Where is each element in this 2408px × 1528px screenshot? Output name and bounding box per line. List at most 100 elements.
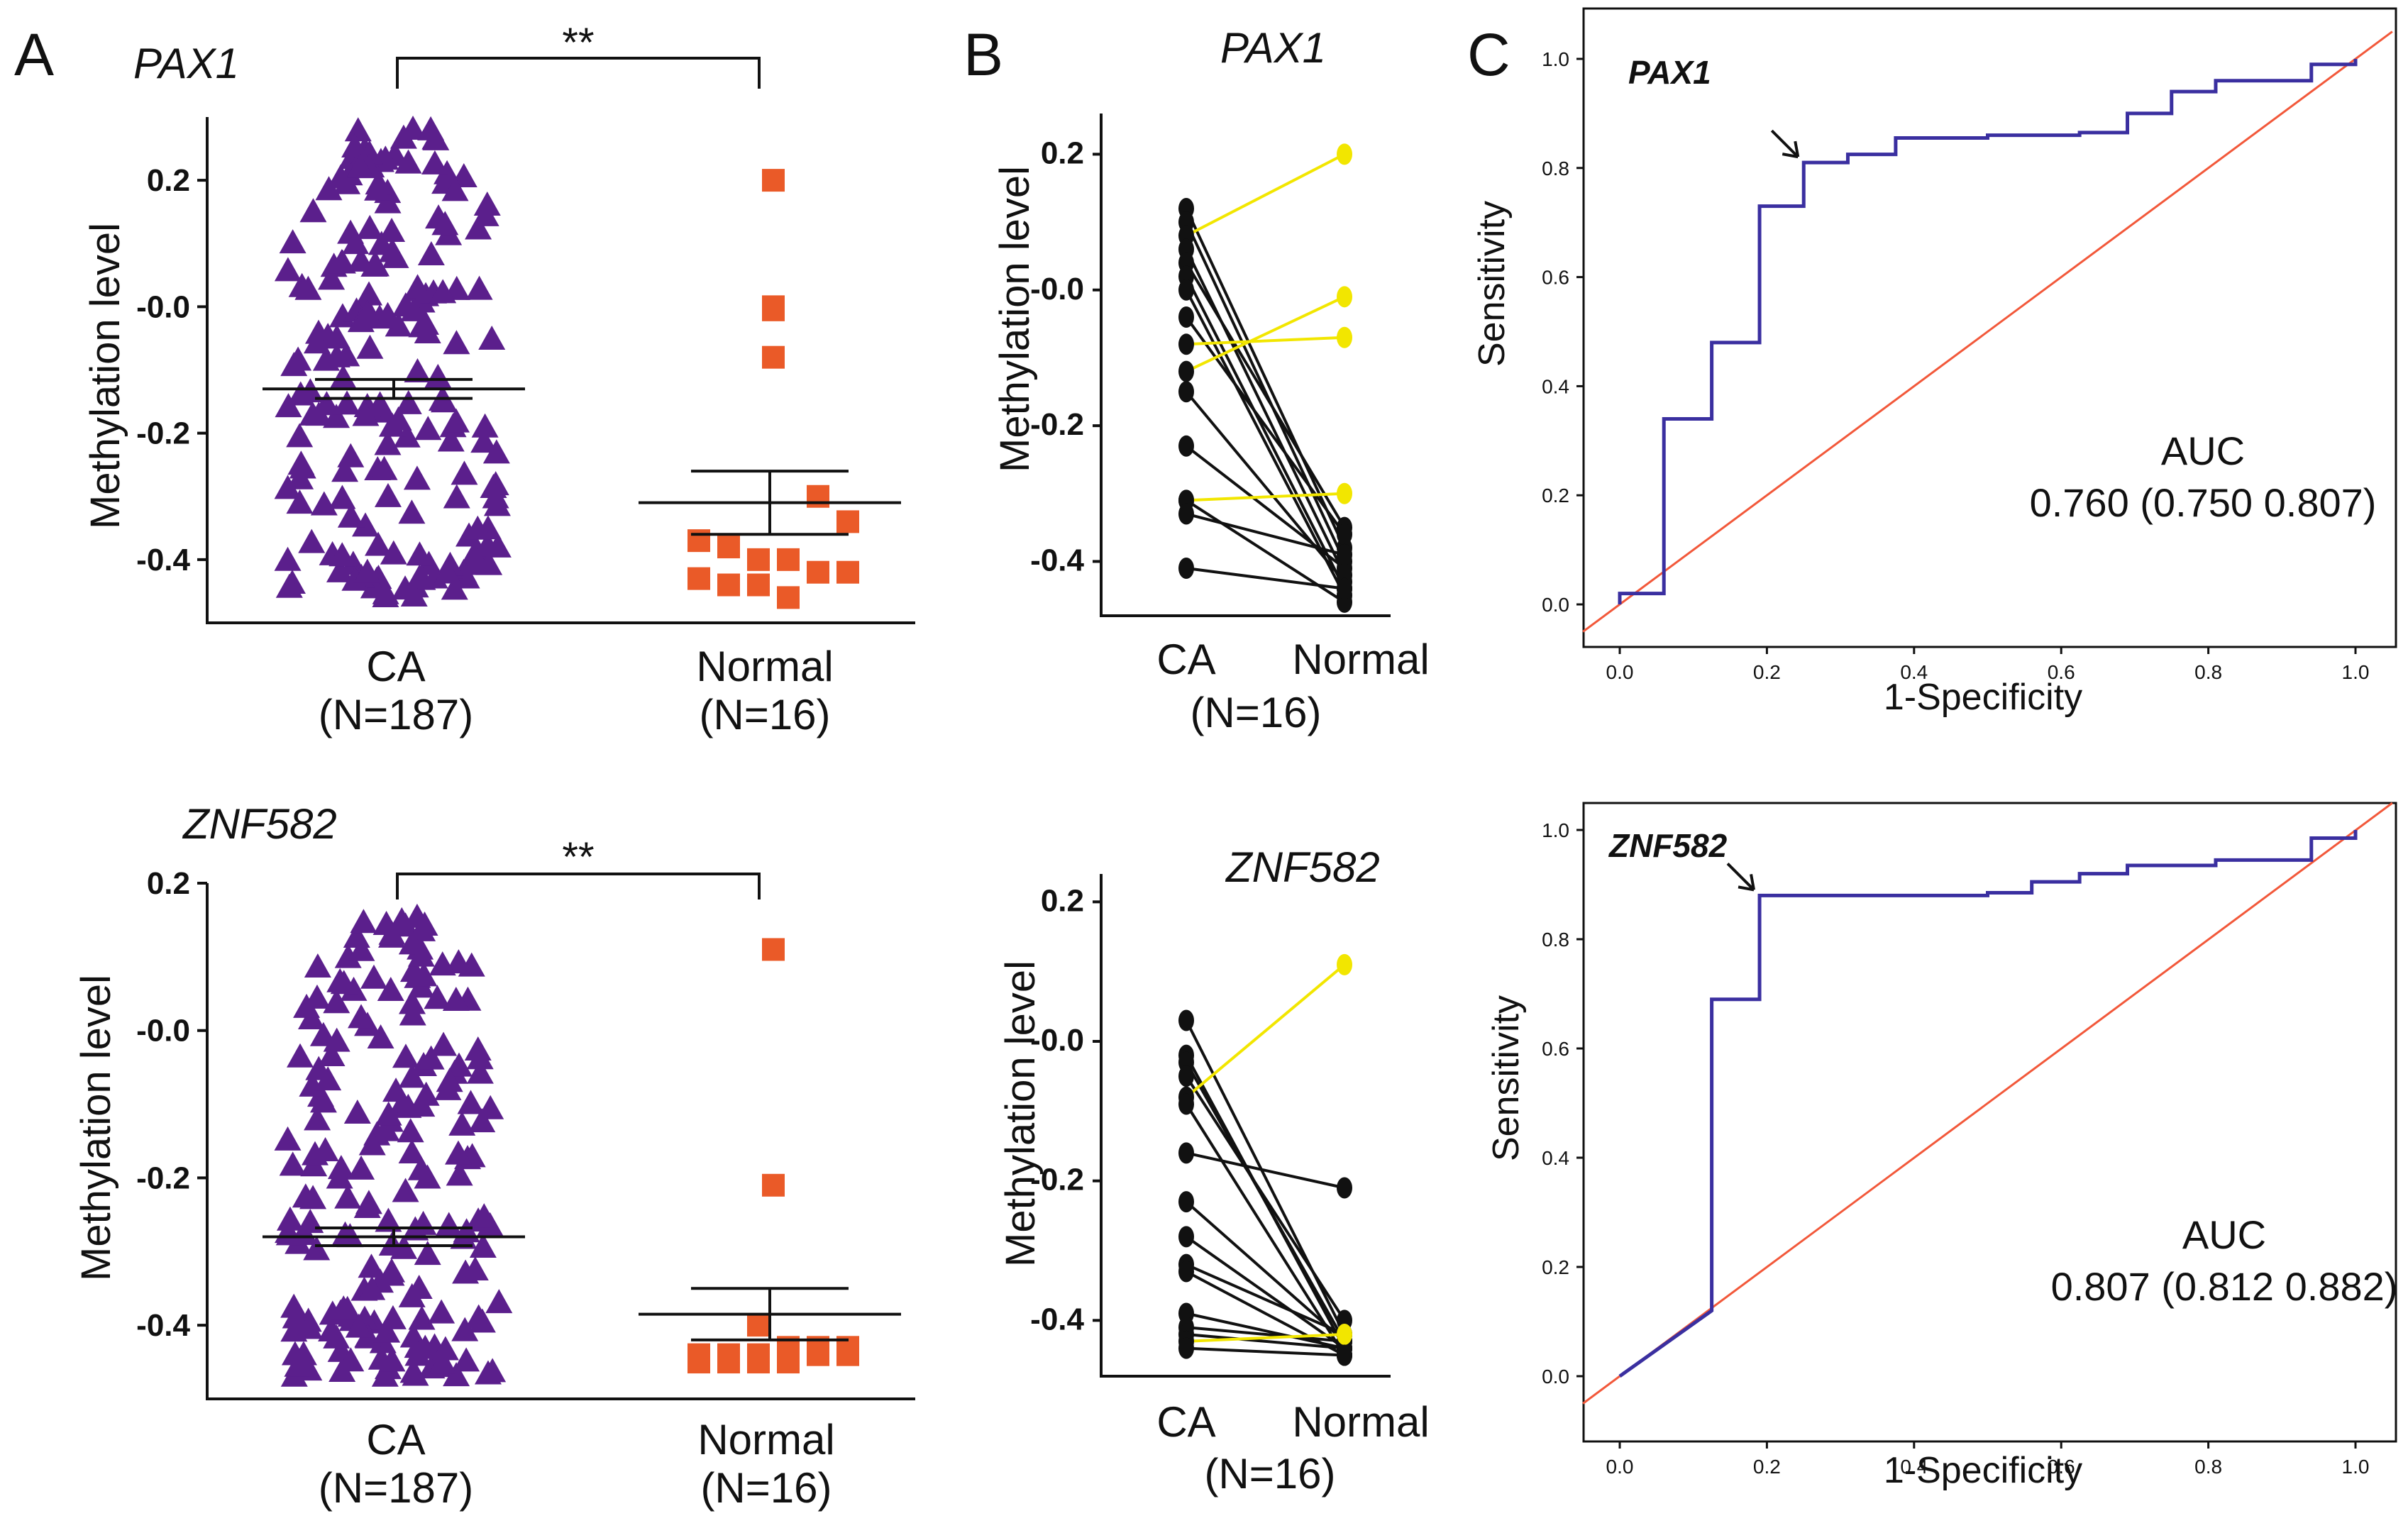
normal-point — [687, 1351, 710, 1374]
x-tick-label: 0.6 — [2048, 1456, 2075, 1478]
ca-point — [466, 1045, 494, 1070]
auc-label: AUC — [2182, 1212, 2266, 1257]
category-label-ca: CA — [366, 1416, 425, 1463]
category-label-normal: Normal — [1292, 636, 1429, 683]
ca-point — [436, 1068, 463, 1092]
y-tick-label: 0.4 — [1542, 1147, 1569, 1169]
ca-point — [382, 243, 409, 268]
ca-point — [287, 381, 314, 406]
y-axis-label: Sensitivity — [1486, 995, 1527, 1161]
y-tick-label: 1.0 — [1542, 819, 1569, 841]
category-n-normal: (N=16) — [700, 1464, 832, 1512]
ca-point — [451, 1317, 479, 1341]
ca-point — [380, 540, 407, 565]
auc-value: 0.807 (0.812 0.882) — [2051, 1264, 2398, 1309]
ca-point — [281, 1341, 309, 1366]
pair-line-decrease — [1185, 289, 1346, 597]
ca-point — [279, 229, 306, 254]
y-tick-label: -0.0 — [136, 289, 190, 324]
pair-line-increase — [1186, 492, 1345, 502]
ca-point — [451, 460, 478, 485]
ca-point — [292, 1183, 319, 1208]
ca-point — [279, 1151, 306, 1176]
ca-point — [287, 465, 314, 489]
ca-point — [372, 582, 399, 607]
category-label-normal: Normal — [697, 1416, 834, 1463]
ca-point — [470, 1203, 498, 1228]
ca-point — [358, 1131, 386, 1156]
ca-point — [407, 942, 435, 967]
pair-line-increase — [1186, 336, 1345, 346]
ca-point — [417, 1045, 445, 1070]
panel-letter-a: A — [14, 21, 54, 88]
ca-point — [466, 1059, 494, 1084]
ca-point — [370, 455, 398, 480]
y-tick-label: 0.0 — [1542, 594, 1569, 616]
y-tick-label: -0.0 — [136, 1014, 190, 1048]
ca-point — [398, 990, 426, 1014]
ca-point — [429, 951, 456, 976]
pair-line-decrease — [1185, 1235, 1346, 1350]
x-tick-label: 0.0 — [1606, 1456, 1634, 1478]
y-tick-label: -0.4 — [136, 1308, 190, 1343]
ca-point — [299, 198, 327, 223]
normal-point — [836, 1343, 859, 1366]
ca-point — [328, 249, 355, 274]
ca-point — [353, 299, 381, 324]
y-tick-label: -0.2 — [1030, 1163, 1084, 1197]
ca-point — [328, 485, 356, 509]
ca-point — [302, 1141, 329, 1166]
ca-point — [276, 1206, 304, 1231]
ca-point — [394, 149, 422, 174]
ca-point — [375, 1207, 402, 1232]
ca-point — [334, 943, 362, 968]
ca-point — [353, 1193, 381, 1218]
y-tick-label: -0.0 — [1030, 272, 1084, 306]
normal-point — [717, 573, 740, 597]
ca-point — [408, 1092, 436, 1117]
ca-point — [305, 1056, 333, 1080]
category-label-normal: Normal — [1292, 1398, 1429, 1446]
ca-point — [404, 274, 431, 299]
y-tick-label: -0.4 — [1030, 1302, 1084, 1336]
normal-point — [807, 1343, 829, 1366]
ca-point — [1178, 1226, 1194, 1248]
ca-point — [442, 408, 470, 433]
ca-point — [375, 1101, 402, 1126]
y-ticks: 0.2 -0.0 -0.2 -0.4 — [136, 866, 207, 1343]
ca-point — [428, 1299, 455, 1324]
ca-point — [374, 482, 402, 507]
x-tick-label: 0.4 — [1900, 661, 1928, 683]
x-axis-label: 1-Specificity — [1884, 1450, 2082, 1491]
category-label-normal: Normal — [696, 643, 833, 690]
ca-point — [285, 346, 312, 371]
ca-point — [353, 558, 381, 583]
ca-point — [414, 319, 441, 343]
y-tick-label: 0.2 — [1542, 485, 1569, 506]
plot-frame — [1582, 802, 2397, 1443]
ca-point — [366, 391, 394, 416]
ca-point — [284, 1352, 311, 1377]
normal-point — [1337, 286, 1352, 308]
ca-point — [377, 1261, 405, 1286]
pair-line-decrease — [1186, 1326, 1345, 1343]
y-axis-label: Methylation level — [998, 960, 1044, 1267]
y-tick-label: 0.6 — [1542, 1038, 1569, 1060]
y-ticks: 0.2 -0.0 -0.2 -0.4 — [1030, 883, 1101, 1336]
ca-point — [443, 1362, 470, 1387]
ca-point — [346, 153, 374, 178]
pair-line-decrease — [1186, 1151, 1345, 1190]
y-tick-label: 0.8 — [1542, 929, 1569, 951]
ca-point — [430, 1031, 458, 1056]
normal-point — [762, 169, 785, 192]
ca-point — [441, 177, 469, 201]
ca-point — [406, 541, 433, 566]
ca-point — [397, 1118, 424, 1143]
ca-point — [1178, 333, 1194, 355]
y-tick-label: 1.0 — [1542, 48, 1569, 70]
y-tick-label: 0.2 — [1041, 135, 1084, 170]
normal-point — [747, 1351, 770, 1374]
y-axis-label: Methylation level — [992, 166, 1038, 472]
normal-point — [1337, 1177, 1352, 1199]
ca-point — [408, 1305, 436, 1330]
